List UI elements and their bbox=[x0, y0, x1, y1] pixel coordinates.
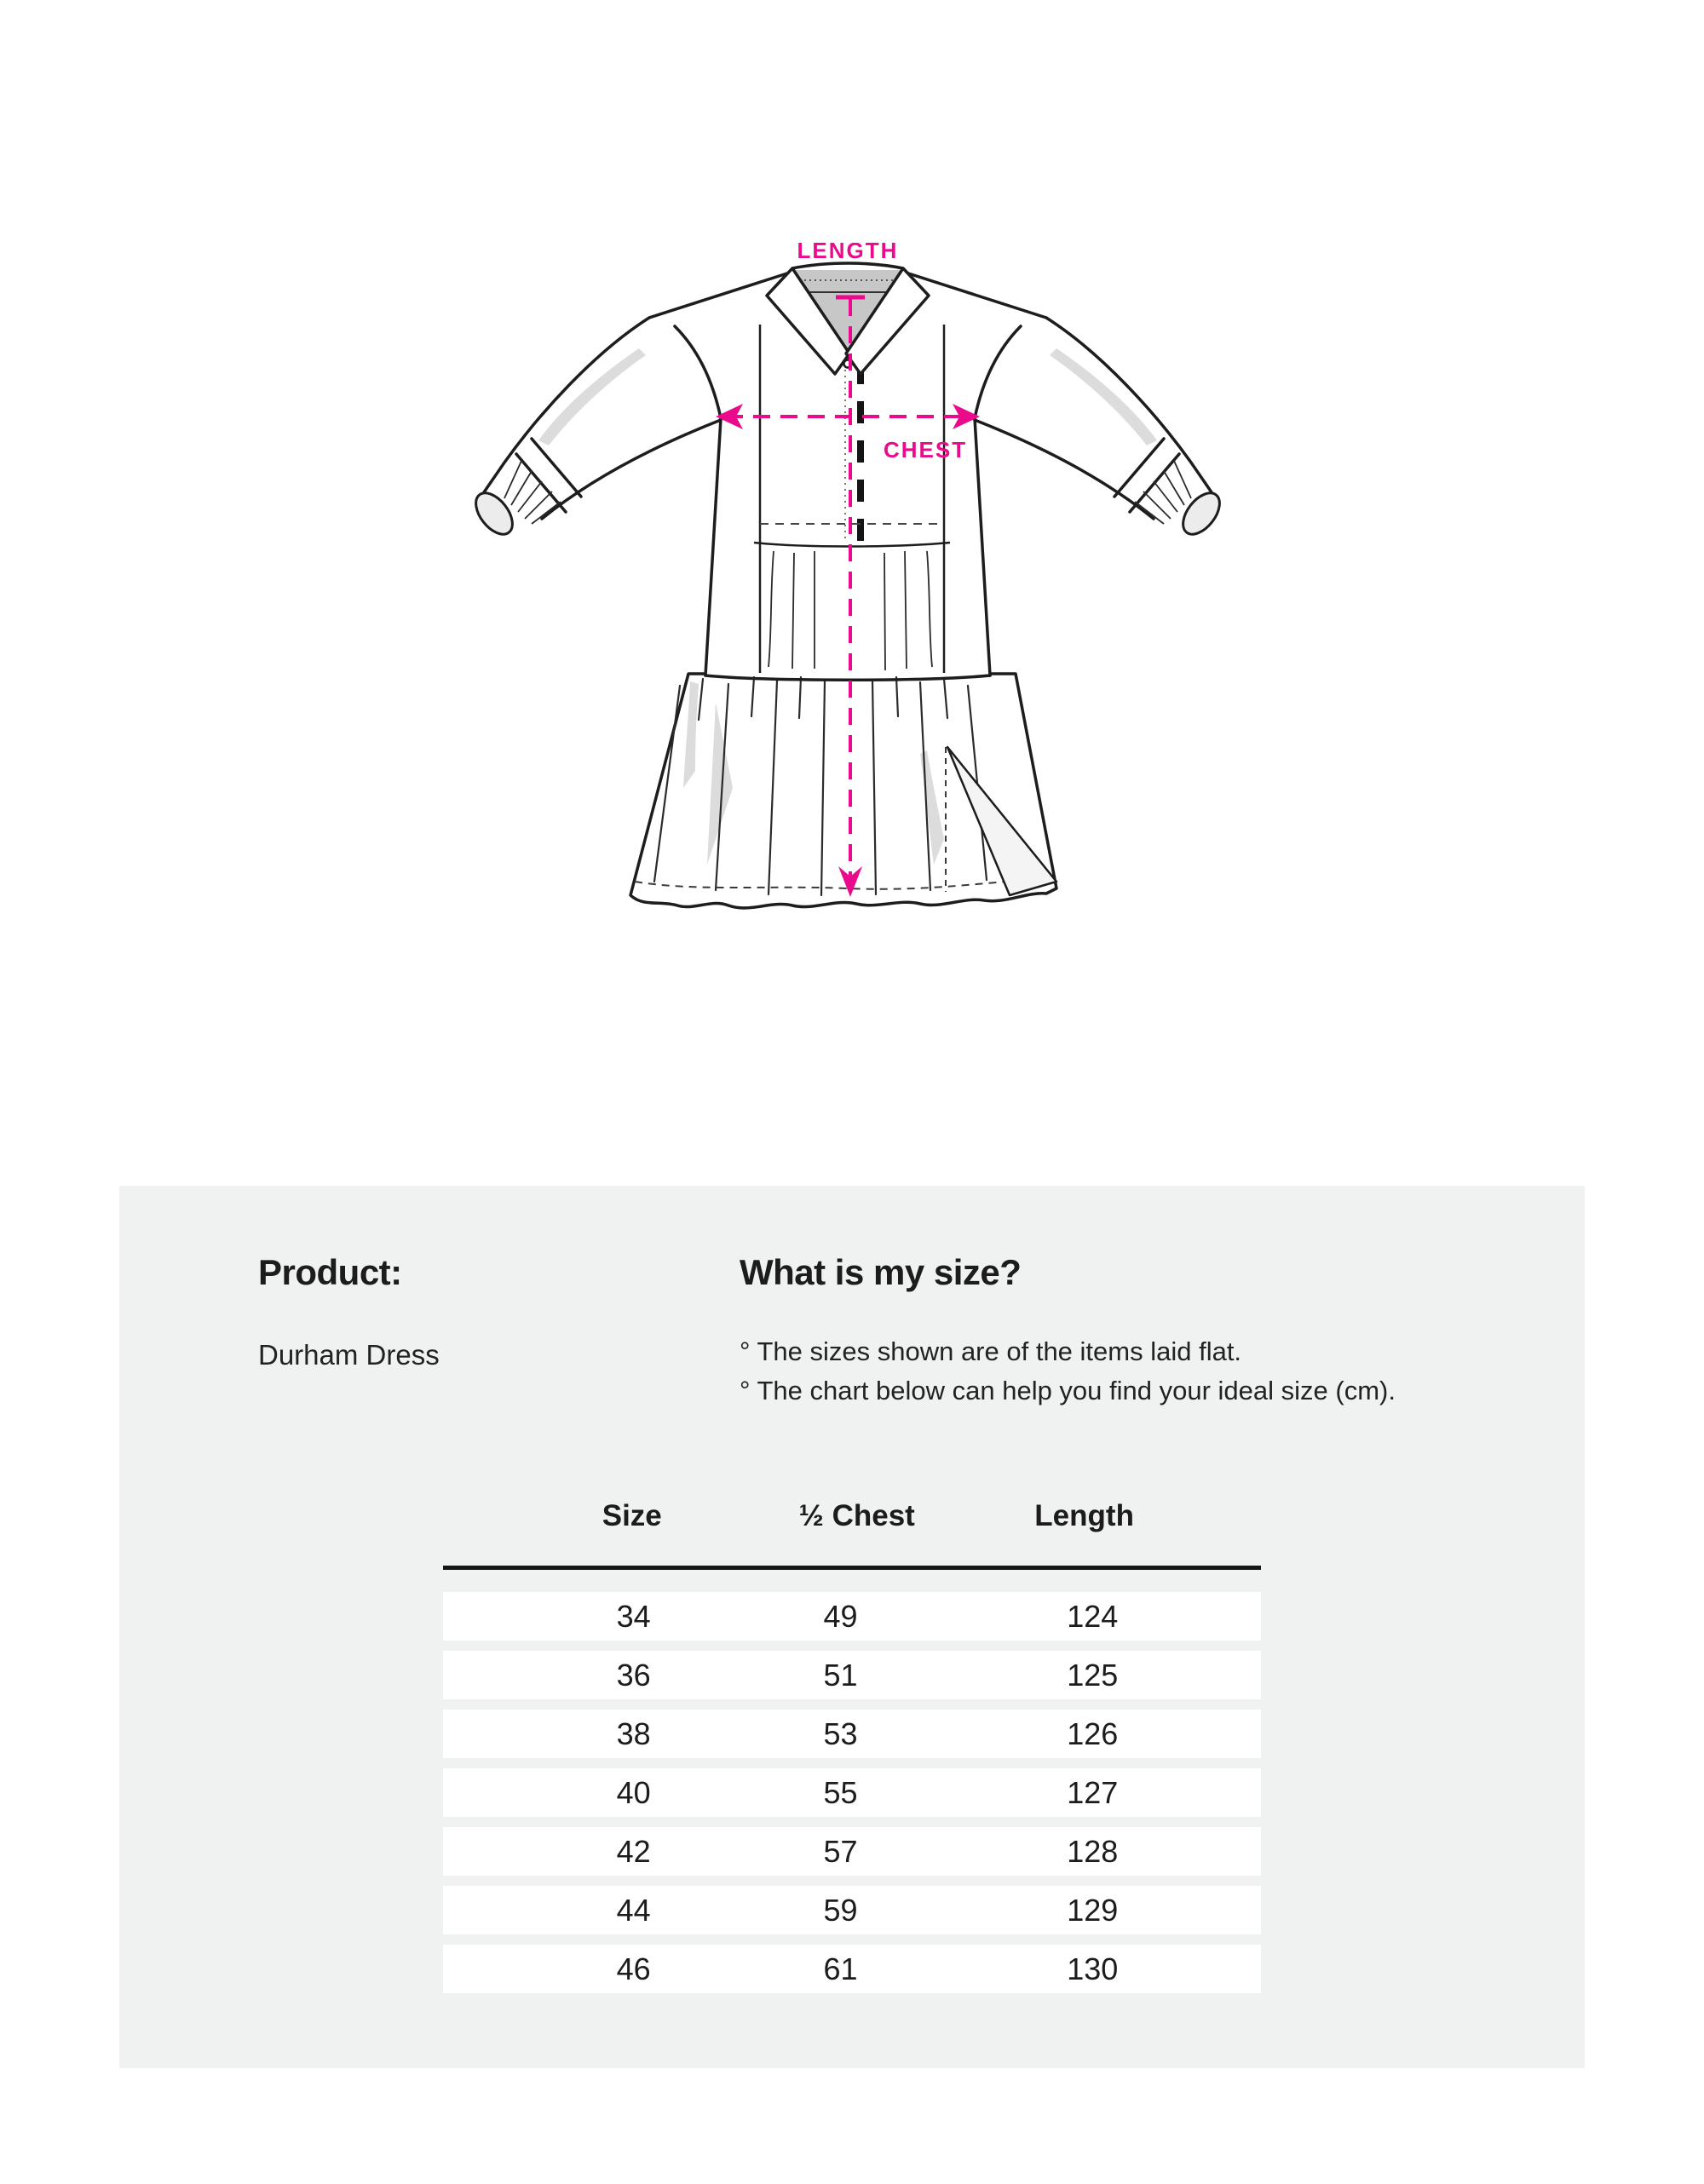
cell-chest: 57 bbox=[823, 1833, 858, 1869]
table-row: 36 51 125 bbox=[443, 1651, 1261, 1699]
cell-size: 36 bbox=[616, 1657, 651, 1693]
cell-size: 42 bbox=[616, 1833, 651, 1869]
cell-chest: 61 bbox=[823, 1951, 858, 1986]
product-heading: Product: bbox=[258, 1252, 402, 1292]
cell-length: 130 bbox=[1067, 1951, 1119, 1986]
table-row: 42 57 128 bbox=[443, 1827, 1261, 1876]
skirt-shading-right bbox=[920, 750, 944, 865]
collar-inner-shading bbox=[794, 270, 901, 352]
size-note: ° The sizes shown are of the items laid … bbox=[740, 1336, 1242, 1366]
cell-chest: 55 bbox=[823, 1774, 858, 1810]
cell-length: 125 bbox=[1067, 1657, 1119, 1693]
cell-length: 126 bbox=[1067, 1716, 1119, 1751]
skirt-fold-lines bbox=[653, 675, 988, 897]
column-header-size: Size bbox=[602, 1499, 662, 1532]
column-header-length: Length bbox=[1034, 1499, 1134, 1532]
left-sleeve-shading bbox=[538, 348, 646, 445]
cell-size: 38 bbox=[616, 1716, 651, 1751]
buttonhole bbox=[857, 519, 864, 541]
length-label: LENGTH bbox=[797, 243, 899, 263]
table-row: 44 59 129 bbox=[443, 1886, 1261, 1934]
skirt-shading-left bbox=[707, 703, 733, 865]
cell-size: 40 bbox=[616, 1774, 651, 1810]
midriff-gathers bbox=[768, 550, 933, 671]
right-cuff-opening bbox=[1182, 491, 1221, 536]
cell-chest: 51 bbox=[823, 1657, 858, 1693]
bodice-fill bbox=[705, 272, 990, 675]
dress-flat-sketch: LENGTH CHEST bbox=[475, 243, 1221, 910]
collar-right-flap bbox=[844, 267, 930, 376]
cell-size: 44 bbox=[616, 1892, 651, 1928]
collar-top-edge bbox=[792, 262, 904, 270]
chest-arrow bbox=[716, 404, 980, 429]
table-row: 38 53 126 bbox=[443, 1710, 1261, 1758]
cell-length: 127 bbox=[1067, 1774, 1119, 1810]
size-guide-panel: Product: Durham Dress What is my size? °… bbox=[119, 1186, 1585, 2068]
cell-size: 46 bbox=[616, 1951, 651, 1986]
side-slit-fold bbox=[946, 745, 1058, 897]
size-table-body: 34 49 124 36 51 125 38 53 126 40 55 bbox=[443, 1570, 1261, 1993]
cell-size: 34 bbox=[616, 1598, 651, 1634]
hem-stitch-line bbox=[634, 877, 1052, 890]
chest-label: CHEST bbox=[884, 437, 967, 463]
buttonhole bbox=[857, 440, 864, 463]
cuff-gathers bbox=[504, 460, 1192, 525]
size-table-header: Size ½ Chest Length bbox=[443, 1499, 1261, 1566]
length-arrow bbox=[836, 295, 865, 897]
size-table: Size ½ Chest Length 34 49 124 36 51 125 … bbox=[443, 1499, 1261, 2003]
cell-chest: 59 bbox=[823, 1892, 858, 1928]
table-row: 34 49 124 bbox=[443, 1592, 1261, 1641]
bodice-outline bbox=[648, 270, 1048, 681]
right-sleeve-shading bbox=[1050, 348, 1157, 445]
cell-length: 124 bbox=[1067, 1598, 1119, 1634]
skirt-outline bbox=[629, 672, 1058, 910]
bodice-shading bbox=[683, 681, 699, 788]
cell-chest: 53 bbox=[823, 1716, 858, 1751]
collar-left-flap bbox=[765, 267, 851, 376]
size-note: ° The chart below can help you find your… bbox=[740, 1376, 1396, 1405]
table-row: 46 61 130 bbox=[443, 1945, 1261, 1993]
cell-chest: 49 bbox=[823, 1598, 858, 1634]
left-cuff-opening bbox=[475, 491, 514, 536]
size-help-heading: What is my size? bbox=[740, 1252, 1022, 1292]
buttonhole bbox=[857, 480, 864, 502]
product-name: Durham Dress bbox=[258, 1339, 440, 1371]
size-help-notes: ° The sizes shown are of the items laid … bbox=[740, 1332, 1396, 1411]
cell-length: 129 bbox=[1067, 1892, 1119, 1928]
table-row: 40 55 127 bbox=[443, 1768, 1261, 1817]
dress-diagram: LENGTH CHEST bbox=[460, 243, 1244, 941]
header-rule bbox=[443, 1566, 1261, 1570]
cell-length: 128 bbox=[1067, 1833, 1119, 1869]
column-header-chest: ½ Chest bbox=[798, 1499, 915, 1532]
buttonhole bbox=[857, 401, 864, 423]
